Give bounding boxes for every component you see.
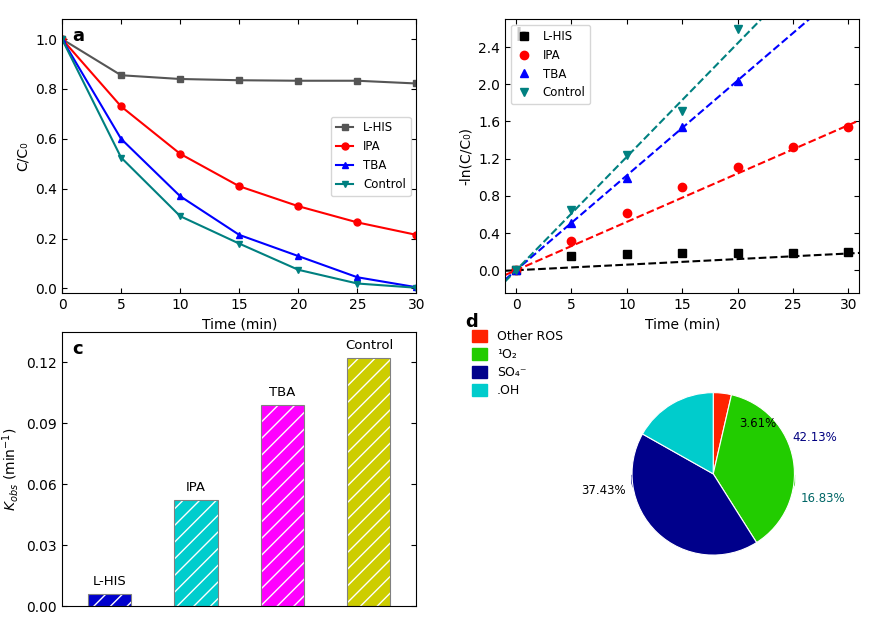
IPA <box>622 209 633 217</box>
TBA <box>234 231 245 239</box>
IPA <box>843 123 853 131</box>
Wedge shape <box>642 392 713 474</box>
Control <box>732 26 742 33</box>
Control <box>234 240 245 248</box>
IPA <box>566 237 577 245</box>
Legend: Other ROS, ¹O₂, SO₄⁻, .OH: Other ROS, ¹O₂, SO₄⁻, .OH <box>467 325 568 402</box>
TBA <box>116 135 127 143</box>
L-HIS <box>788 249 798 257</box>
TBA <box>352 274 362 281</box>
IPA <box>788 143 798 151</box>
Legend: L-HIS, IPA, TBA, Control: L-HIS, IPA, TBA, Control <box>331 117 410 196</box>
Line: IPA: IPA <box>512 123 852 274</box>
L-HIS <box>566 252 577 260</box>
L-HIS <box>732 249 742 257</box>
Control <box>510 267 521 274</box>
Text: 42.13%: 42.13% <box>792 431 837 444</box>
TBA <box>622 174 633 182</box>
Text: 37.43%: 37.43% <box>581 484 626 496</box>
Bar <box>347 358 391 606</box>
IPA <box>57 35 67 43</box>
Text: L-HIS: L-HIS <box>93 575 127 588</box>
Text: c: c <box>73 340 83 358</box>
IPA <box>234 182 245 190</box>
TBA <box>732 77 742 84</box>
IPA <box>293 202 304 210</box>
Line: IPA: IPA <box>58 36 420 239</box>
Control <box>57 35 67 43</box>
Bar <box>260 405 304 606</box>
L-HIS <box>352 77 362 85</box>
Text: 16.83%: 16.83% <box>801 492 845 505</box>
Bar <box>175 500 218 606</box>
Polygon shape <box>632 475 757 510</box>
Text: d: d <box>465 313 478 331</box>
Ellipse shape <box>632 454 795 510</box>
Wedge shape <box>713 392 732 474</box>
Text: Control: Control <box>345 339 393 352</box>
Bar <box>347 358 391 606</box>
IPA <box>175 150 185 158</box>
IPA <box>510 267 521 274</box>
Text: b: b <box>516 27 529 45</box>
Text: TBA: TBA <box>269 386 296 399</box>
Control <box>175 212 185 220</box>
Line: TBA: TBA <box>58 36 420 291</box>
Text: 3.61%: 3.61% <box>739 417 776 430</box>
Control <box>352 279 362 287</box>
Y-axis label: C/C₀: C/C₀ <box>16 142 29 171</box>
Text: a: a <box>73 27 85 45</box>
Polygon shape <box>757 475 795 506</box>
L-HIS <box>234 77 245 84</box>
Legend: L-HIS, IPA, TBA, Control: L-HIS, IPA, TBA, Control <box>511 25 590 104</box>
IPA <box>352 219 362 226</box>
L-HIS <box>843 248 853 256</box>
Wedge shape <box>713 395 795 542</box>
Line: L-HIS: L-HIS <box>58 36 420 87</box>
TBA <box>293 252 304 260</box>
IPA <box>677 184 688 191</box>
TBA <box>510 267 521 274</box>
L-HIS <box>293 77 304 85</box>
Control <box>566 207 577 214</box>
X-axis label: Time (min): Time (min) <box>644 318 720 332</box>
Control <box>411 284 422 292</box>
IPA <box>732 163 742 171</box>
IPA <box>411 231 422 239</box>
Bar <box>88 594 131 606</box>
Bar <box>88 594 131 606</box>
L-HIS <box>175 75 185 83</box>
Text: IPA: IPA <box>186 481 206 494</box>
Bar <box>175 500 218 606</box>
Control <box>116 154 127 161</box>
Control <box>293 266 304 274</box>
L-HIS <box>622 250 633 258</box>
TBA <box>411 283 422 291</box>
X-axis label: Time (min): Time (min) <box>201 318 277 332</box>
Line: Control: Control <box>512 26 742 274</box>
L-HIS <box>57 35 67 43</box>
Line: L-HIS: L-HIS <box>512 248 852 274</box>
TBA <box>677 123 688 131</box>
L-HIS <box>116 71 127 79</box>
Line: Control: Control <box>58 36 420 291</box>
TBA <box>175 193 185 200</box>
Wedge shape <box>632 434 757 555</box>
TBA <box>57 35 67 43</box>
L-HIS <box>411 80 422 87</box>
Y-axis label: $K_{obs}$ (min$^{-1}$): $K_{obs}$ (min$^{-1}$) <box>0 427 21 511</box>
L-HIS <box>677 249 688 257</box>
L-HIS <box>510 267 521 274</box>
IPA <box>116 103 127 110</box>
Y-axis label: -ln(C/C₀): -ln(C/C₀) <box>458 128 472 185</box>
TBA <box>566 219 577 226</box>
Bar <box>260 405 304 606</box>
Line: TBA: TBA <box>512 77 742 274</box>
Control <box>622 151 633 159</box>
Control <box>677 107 688 115</box>
